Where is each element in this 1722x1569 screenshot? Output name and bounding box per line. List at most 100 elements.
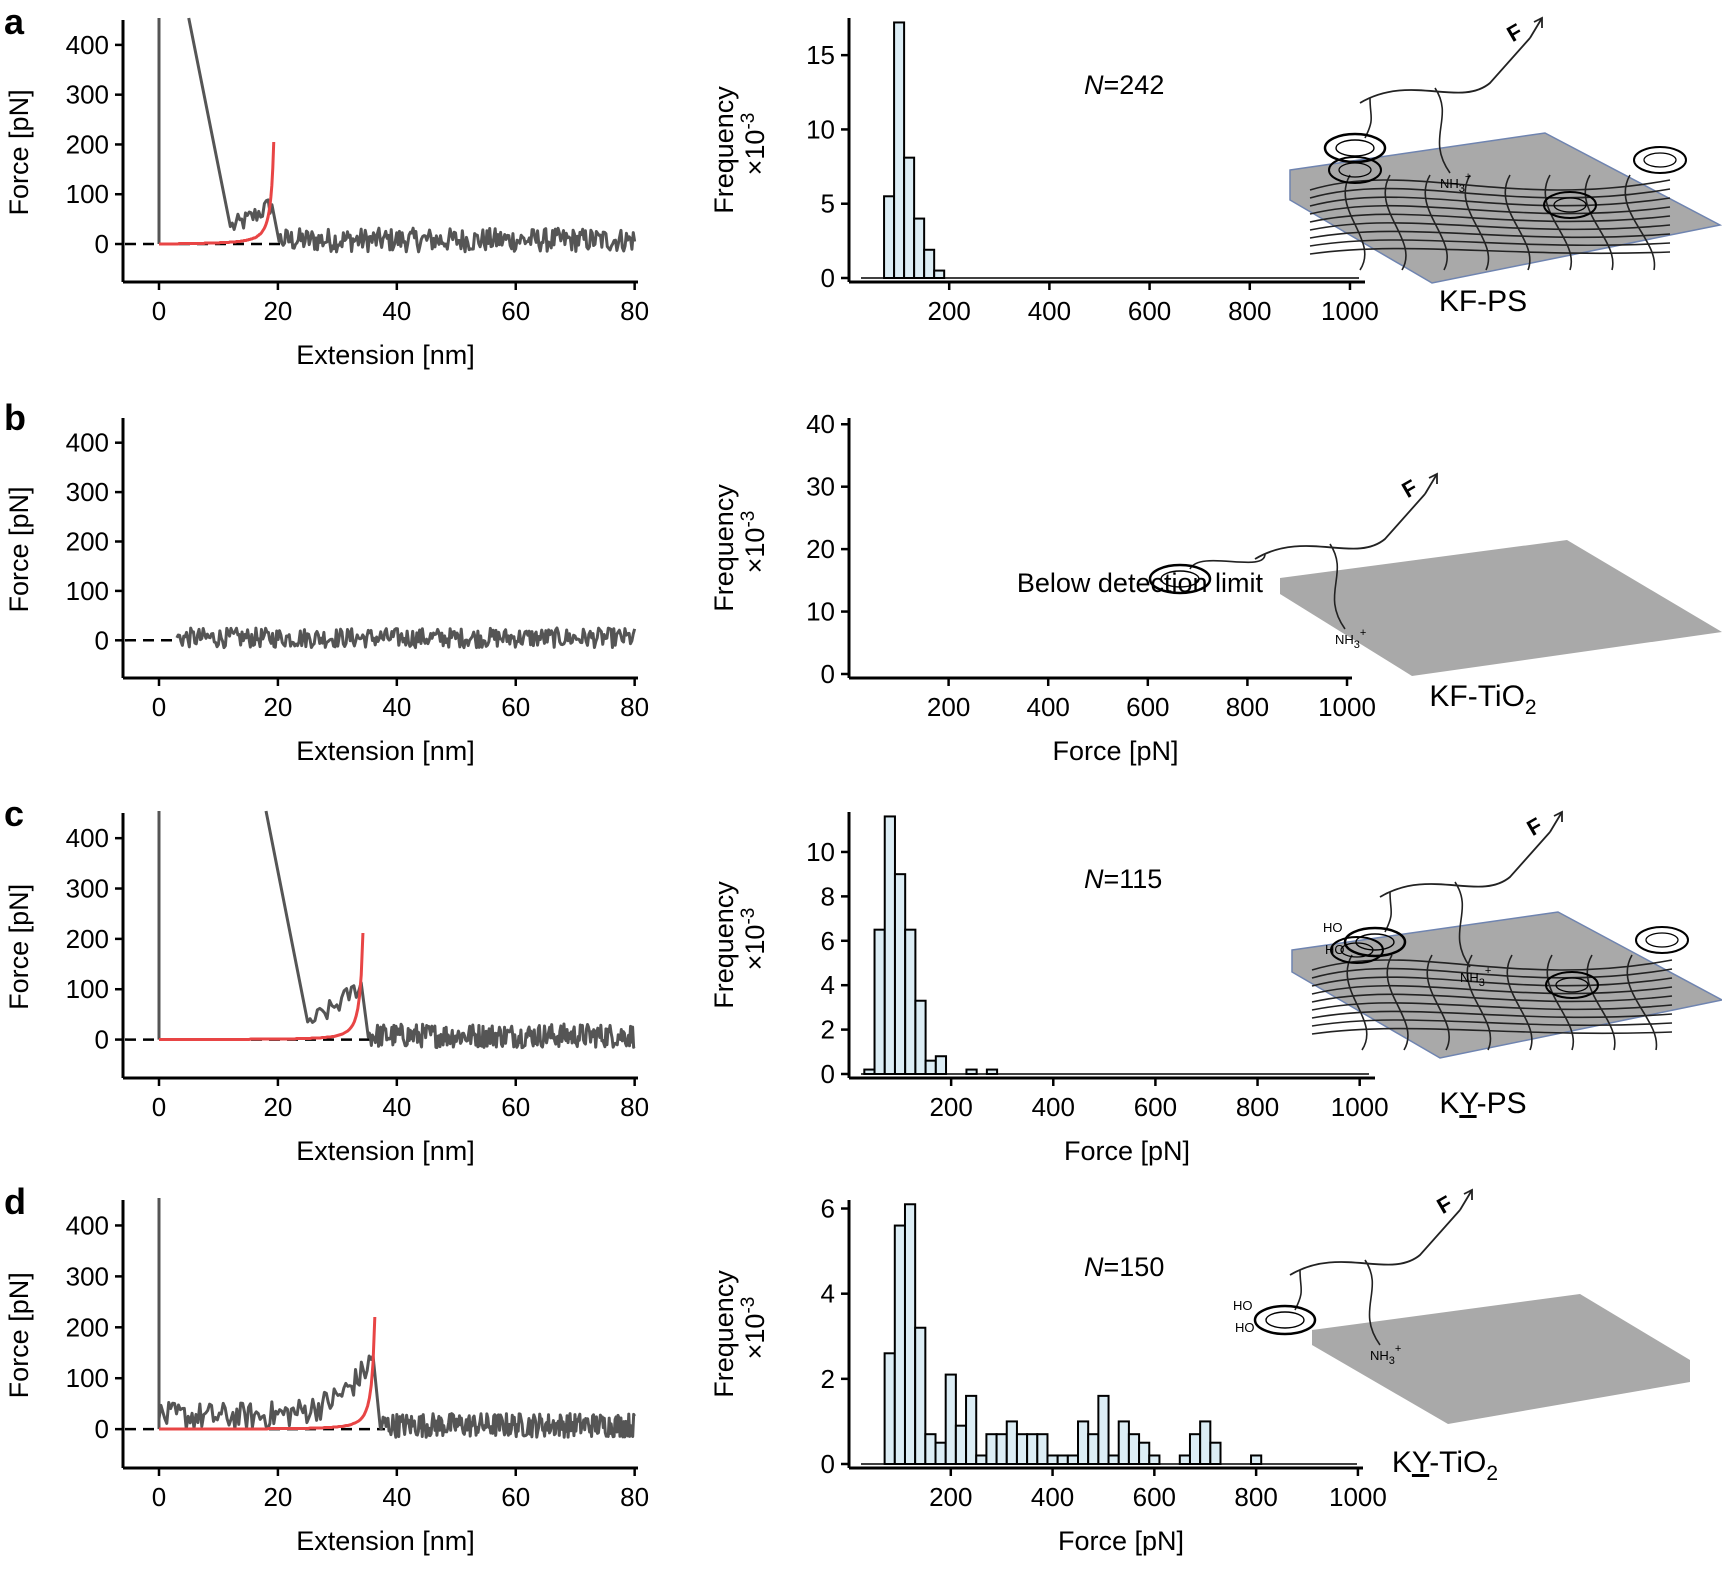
amine-sub: 3 xyxy=(1389,1355,1395,1367)
hist-y-tick-label: 0 xyxy=(821,1059,835,1089)
hist-bar xyxy=(883,195,896,280)
hist-bar xyxy=(933,269,946,280)
hist-bar xyxy=(1036,1433,1049,1466)
y-tick-label: 300 xyxy=(66,80,109,110)
aromatic-side-chain xyxy=(1384,891,1393,933)
hist-y-tick-label: 30 xyxy=(806,472,835,502)
surface-phenyl-ring xyxy=(1330,936,1384,964)
sample-label: KF-TiO2 xyxy=(1429,680,1536,719)
polymer-chain xyxy=(1311,993,1673,1003)
hist-bar xyxy=(893,1224,906,1465)
sample-count-symbol: N xyxy=(1084,1252,1104,1282)
sample-label-part: -PS xyxy=(1477,1087,1527,1120)
hist-x-tick-label: 800 xyxy=(1234,1482,1277,1512)
hist-x-axis-label: Force [pN] xyxy=(1058,1526,1184,1556)
retraction-trace xyxy=(264,810,636,1050)
retraction-trace xyxy=(175,626,637,650)
x-tick-label: 40 xyxy=(382,1482,411,1512)
force-histogram: 0 5 10 15 200 400 600 800 1000 Frequency ×10-3 N=24… xyxy=(709,18,1379,326)
polymer-chain xyxy=(1504,174,1531,271)
y-tick-label: 400 xyxy=(66,428,109,458)
y-axis-label: Force [pN] xyxy=(4,89,34,215)
polymer-chain xyxy=(1309,230,1671,239)
hist-bar xyxy=(975,1454,988,1466)
hist-x-tick-label: 1000 xyxy=(1318,692,1376,722)
hist-y-tick-label: 6 xyxy=(821,1194,835,1224)
amine-sup: + xyxy=(1395,1343,1401,1355)
sample-label: KY-TiO2 xyxy=(1392,1446,1498,1485)
amine-sup: + xyxy=(1360,627,1366,639)
force-arrow xyxy=(1424,473,1438,495)
wlc-fit-curve xyxy=(159,932,365,1041)
hist-y-unit-exponent: -3 xyxy=(738,908,759,925)
x-axis-label: Extension [nm] xyxy=(296,1526,475,1556)
hist-bar xyxy=(913,217,926,279)
sample-label-part: K xyxy=(1392,1446,1412,1479)
x-axis-label: Extension [nm] xyxy=(296,340,475,370)
x-tick-label: 80 xyxy=(620,692,649,722)
y-tick-label: 400 xyxy=(66,823,109,853)
hist-y-tick-label: 2 xyxy=(821,1364,835,1394)
hist-bar xyxy=(1087,1433,1100,1466)
hist-y-axis-label: Frequency xyxy=(709,881,739,1009)
hist-bar xyxy=(1250,1454,1263,1466)
panel-label: c xyxy=(4,793,24,834)
hist-bar xyxy=(1046,1454,1059,1466)
hist-y-tick-label: 5 xyxy=(821,189,835,219)
hist-bar xyxy=(883,815,896,1075)
polymer-chain xyxy=(1309,247,1671,255)
hydroxyl-label: HO xyxy=(1323,920,1343,935)
hist-y-tick-label: 2 xyxy=(821,1015,835,1045)
sample-label-part: Y xyxy=(1459,1087,1479,1120)
hist-bar xyxy=(1097,1394,1110,1466)
hist-bar xyxy=(965,1394,978,1466)
hydroxyl-label: HO xyxy=(1235,1320,1255,1335)
hist-bar xyxy=(1209,1441,1222,1466)
force-extension-plot: 0 100 200 300 400 0 20 40 60 80 Extension [nm] Forc… xyxy=(4,1198,649,1556)
hist-y-tick-label: 0 xyxy=(821,659,835,689)
x-tick-label: 60 xyxy=(501,1092,530,1122)
sample-count-symbol: N xyxy=(1084,70,1104,100)
surface-phenyl-ring xyxy=(1635,926,1689,954)
polymer-chain xyxy=(1309,222,1671,231)
sample-label-part: Y xyxy=(1412,1446,1432,1479)
hist-bar xyxy=(924,1059,937,1076)
hist-bar xyxy=(893,21,906,280)
force-arrowhead xyxy=(1553,810,1563,822)
hist-y-tick-label: 10 xyxy=(806,597,835,627)
polymer-chain xyxy=(1386,954,1409,1051)
amine-sub: 3 xyxy=(1354,639,1360,651)
hist-bar xyxy=(903,1203,917,1465)
sample-count: N=115 xyxy=(1084,864,1162,894)
polymer-chain xyxy=(1311,1010,1673,1019)
force-histogram: 0 2 4 6 200 400 600 800 1000 Force [pN] Frequency ×… xyxy=(709,1194,1387,1556)
panel-label: b xyxy=(4,397,26,438)
hydroxyl-label: HO xyxy=(1233,1298,1253,1313)
hist-x-tick-label: 400 xyxy=(1032,1092,1075,1122)
hist-x-tick-label: 600 xyxy=(1128,296,1171,326)
polymer-chain xyxy=(1309,213,1671,223)
hist-bar xyxy=(904,928,917,1076)
y-tick-label: 0 xyxy=(95,1025,109,1055)
aromatic-side-chain xyxy=(1189,553,1266,570)
wlc-fit-curve xyxy=(159,1316,377,1431)
sample-label: KF-PS xyxy=(1439,285,1527,318)
hist-bar xyxy=(1188,1433,1202,1466)
x-tick-label: 40 xyxy=(382,296,411,326)
sample-count-equals: = xyxy=(1104,1252,1120,1282)
hist-bar xyxy=(1199,1420,1212,1465)
amine-sub: 3 xyxy=(1479,977,1485,989)
hist-y-unit-base: ×10 xyxy=(740,130,770,176)
polymer-chain xyxy=(1424,174,1448,271)
polymer-chain xyxy=(1464,174,1490,271)
y-tick-label: 400 xyxy=(66,1210,109,1240)
y-tick-label: 200 xyxy=(66,1312,109,1342)
force-symbol: F xyxy=(1432,1191,1456,1219)
force-arrow xyxy=(1549,811,1563,833)
sample-count-value: 150 xyxy=(1119,1252,1164,1282)
x-tick-label: 60 xyxy=(501,1482,530,1512)
